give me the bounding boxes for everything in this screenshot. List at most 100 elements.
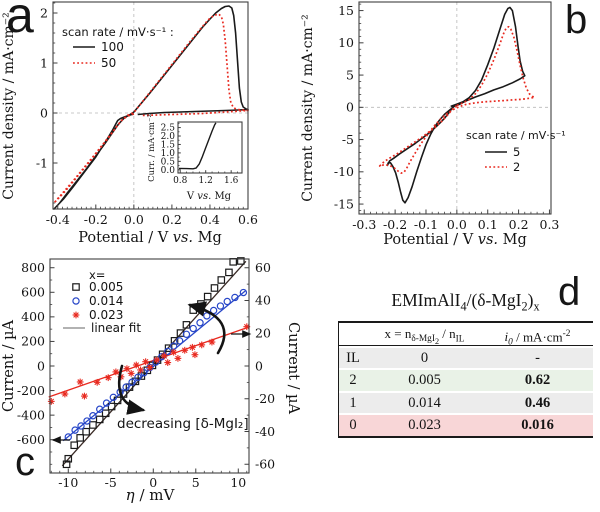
svg-text:scan rate / mV·s⁻¹: scan rate / mV·s⁻¹ bbox=[466, 129, 566, 142]
svg-text:0.2: 0.2 bbox=[162, 212, 182, 227]
svg-text:1.0: 1.0 bbox=[161, 149, 176, 159]
svg-text:600: 600 bbox=[21, 285, 45, 300]
table-row: 2 0.005 0.62 bbox=[339, 370, 593, 391]
svg-text:0.8: 0.8 bbox=[173, 176, 188, 186]
svg-text:x=: x= bbox=[89, 268, 105, 282]
svg-text:-0.1: -0.1 bbox=[414, 217, 438, 232]
svg-text:-10: -10 bbox=[58, 475, 78, 490]
svg-text:0: 0 bbox=[255, 358, 263, 373]
svg-text:linear fit: linear fit bbox=[91, 321, 141, 335]
svg-text:0.3: 0.3 bbox=[540, 217, 560, 232]
svg-text:0: 0 bbox=[37, 358, 45, 373]
svg-text:400: 400 bbox=[21, 309, 45, 324]
svg-text:1.6: 1.6 bbox=[224, 176, 239, 186]
panel-d-table: d EMImAlI4/(δ-MgI2)x x = nδ-MgI2 / nIL i… bbox=[300, 256, 600, 512]
svg-text:200: 200 bbox=[21, 334, 45, 349]
svg-text:Potential / V vs. Mg: Potential / V vs. Mg bbox=[383, 232, 527, 248]
i0-value: 0.62 bbox=[524, 372, 551, 388]
table-title: EMImAlI4/(δ-MgI2)x bbox=[391, 290, 540, 314]
svg-text:100: 100 bbox=[101, 40, 124, 54]
svg-text:5: 5 bbox=[513, 145, 520, 159]
panel-a-cv-chart: -0.4 -0.2 0.0 0.2 0.4 0.6 -1 0 1 2 Current density… bbox=[1, 1, 258, 246]
svg-text:-5: -5 bbox=[342, 132, 354, 147]
svg-text:-200: -200 bbox=[17, 383, 45, 398]
svg-text:-0.2: -0.2 bbox=[84, 212, 108, 227]
svg-text:Current density / mA·cm⁻²: Current density / mA·cm⁻² bbox=[1, 12, 17, 200]
svg-text:2.0: 2.0 bbox=[161, 132, 176, 142]
x-value: 0 bbox=[420, 349, 429, 366]
svg-text:-60: -60 bbox=[255, 457, 275, 472]
svg-text:-600: -600 bbox=[17, 432, 45, 447]
svg-text:1.5: 1.5 bbox=[161, 141, 176, 151]
svg-text:0.0: 0.0 bbox=[161, 166, 176, 176]
svg-text:Potential / V vs. Mg: Potential / V vs. Mg bbox=[78, 230, 222, 246]
svg-text:-10: -10 bbox=[334, 164, 354, 179]
svg-text:0: 0 bbox=[346, 100, 354, 115]
panel-b-cv-chart: -0.3 -0.2 -0.1 0.0 0.1 0.2 0.3 -15 -10 -5 0 5 10 15 Cu… bbox=[300, 1, 566, 248]
svg-text:-0.2: -0.2 bbox=[383, 217, 407, 232]
header-sample bbox=[339, 323, 367, 345]
i0-value: 0.016 bbox=[521, 417, 554, 433]
svg-text:2: 2 bbox=[513, 160, 520, 174]
svg-text:5: 5 bbox=[346, 67, 354, 82]
sample-label: 0 bbox=[349, 417, 357, 433]
svg-text:0.6: 0.6 bbox=[238, 212, 258, 227]
svg-text:2.5: 2.5 bbox=[161, 124, 176, 134]
svg-text:0.4: 0.4 bbox=[200, 212, 220, 227]
svg-text:2: 2 bbox=[40, 5, 48, 20]
svg-text:V vs. Mg: V vs. Mg bbox=[186, 191, 232, 202]
x-value: 0.005 bbox=[408, 372, 441, 388]
svg-text:1: 1 bbox=[40, 55, 48, 70]
header-exchange-current: i0 / mA·cm-2 bbox=[504, 328, 571, 348]
svg-text:0.014: 0.014 bbox=[89, 294, 123, 308]
svg-text:800: 800 bbox=[21, 260, 45, 275]
panel-label-a: a bbox=[6, 0, 34, 43]
svg-text:scan rate / mV·s⁻¹ :: scan rate / mV·s⁻¹ : bbox=[62, 25, 174, 39]
i0-value: - bbox=[535, 349, 540, 366]
svg-text:1.2: 1.2 bbox=[199, 176, 213, 186]
svg-text:decreasing [δ-MgI₂]: decreasing [δ-MgI₂] bbox=[117, 416, 249, 432]
svg-text:-15: -15 bbox=[334, 196, 354, 211]
x-value: 0.014 bbox=[408, 394, 441, 411]
svg-text:0.5: 0.5 bbox=[161, 157, 176, 167]
svg-text:-5: -5 bbox=[105, 475, 117, 490]
svg-text:10: 10 bbox=[338, 35, 354, 50]
svg-text:60: 60 bbox=[255, 260, 271, 275]
svg-text:0.2: 0.2 bbox=[509, 217, 529, 232]
svg-text:Current density / mA·cm⁻²: Current density / mA·cm⁻² bbox=[300, 14, 316, 202]
sample-label: 2 bbox=[349, 372, 357, 388]
svg-text:Curr. / mA·cm⁻²: Curr. / mA·cm⁻² bbox=[147, 114, 157, 182]
header-x-ratio: x = nδ-MgI2 / nIL bbox=[384, 325, 465, 346]
svg-text:Current / µA: Current / µA bbox=[285, 322, 300, 415]
svg-text:-20: -20 bbox=[255, 391, 275, 406]
sample-label: 1 bbox=[349, 394, 357, 411]
svg-text:0.005: 0.005 bbox=[89, 280, 123, 294]
sample-label: IL bbox=[346, 349, 360, 366]
svg-text:Current / µA: Current / µA bbox=[1, 319, 17, 412]
table-row: IL 0 - bbox=[339, 347, 593, 368]
svg-text:-0.3: -0.3 bbox=[352, 217, 376, 232]
results-table-wrapper: EMImAlI4/(δ-MgI2)x x = nδ-MgI2 / nIL i0 … bbox=[338, 290, 593, 438]
i0-value: 0.46 bbox=[524, 394, 551, 411]
panel-c-tafel-chart: -10 -5 0 5 10 -600 -400 -200 0 200 400 600 800 -60 -40… bbox=[1, 257, 300, 504]
table-row: 0 0.023 0.016 bbox=[339, 415, 593, 436]
svg-text:-1: -1 bbox=[36, 155, 48, 170]
svg-text:50: 50 bbox=[101, 56, 116, 70]
results-table: x = nδ-MgI2 / nIL i0 / mA·cm-2 IL 0 - 2 … bbox=[338, 320, 593, 438]
svg-text:0.0: 0.0 bbox=[447, 217, 467, 232]
panel-label-b: b bbox=[565, 0, 588, 42]
svg-text:-40: -40 bbox=[255, 424, 275, 439]
svg-text:5: 5 bbox=[192, 475, 200, 490]
svg-text:0.023: 0.023 bbox=[89, 308, 123, 322]
svg-text:η / mV: η / mV bbox=[126, 486, 176, 504]
panel-label-d: d bbox=[558, 270, 581, 314]
svg-text:10: 10 bbox=[230, 475, 246, 490]
svg-text:20: 20 bbox=[255, 325, 271, 340]
svg-text:-400: -400 bbox=[17, 407, 45, 422]
panel-label-c: c bbox=[15, 440, 35, 484]
table-row: 1 0.014 0.46 bbox=[339, 392, 593, 413]
svg-text:-0.4: -0.4 bbox=[46, 212, 70, 227]
svg-text:0.1: 0.1 bbox=[478, 217, 498, 232]
svg-text:0: 0 bbox=[40, 105, 48, 120]
